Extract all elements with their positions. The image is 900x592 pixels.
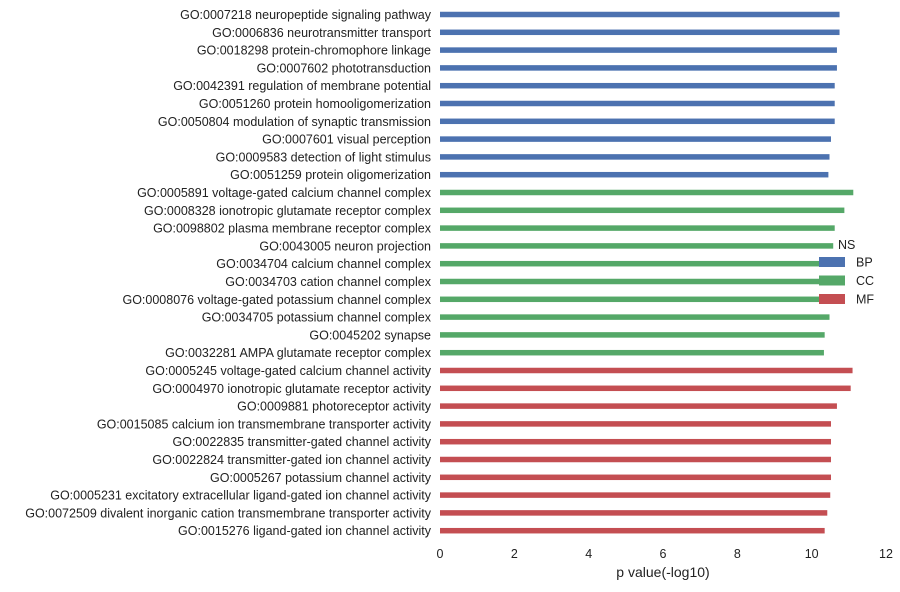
bar — [440, 65, 837, 71]
category-label: GO:0005231 excitatory extracellular liga… — [50, 489, 432, 503]
x-axis: 0 2 4 6 8 10 12 — [437, 547, 893, 561]
category-label: GO:0051259 protein oligomerization — [230, 168, 431, 182]
bar — [440, 456, 831, 463]
legend-title: NS — [838, 238, 855, 252]
bar — [440, 296, 833, 303]
x-tick-label: 6 — [660, 547, 667, 561]
bar — [440, 385, 851, 392]
category-label: GO:0007602 phototransduction — [257, 61, 431, 75]
bar — [440, 492, 831, 498]
bar — [440, 154, 830, 160]
category-label: GO:0045202 synapse — [309, 328, 431, 342]
bar — [440, 278, 833, 285]
bar — [440, 332, 825, 338]
category-label: GO:0005891 voltage-gated calcium channel… — [137, 186, 432, 200]
legend-swatch-mf — [819, 294, 845, 304]
bar — [440, 171, 829, 178]
category-label: GO:0034704 calcium channel complex — [216, 257, 431, 271]
category-label: GO:0009881 photoreceptor activity — [237, 400, 432, 414]
category-label: GO:0034705 potassium channel complex — [202, 311, 432, 325]
category-label: GO:0005245 voltage-gated calcium channel… — [145, 364, 431, 378]
bar — [440, 207, 845, 214]
x-axis-title: p value(-log10) — [616, 564, 709, 580]
category-label: GO:0022824 transmitter-gated ion channel… — [152, 453, 431, 467]
bar — [440, 118, 835, 125]
category-label: GO:0007601 visual perception — [262, 133, 431, 147]
bar — [440, 438, 831, 445]
x-tick-label: 0 — [437, 547, 444, 561]
category-label: GO:0008076 voltage-gated potassium chann… — [122, 293, 431, 307]
bar — [440, 421, 831, 427]
bar — [440, 474, 831, 481]
category-labels-layer: GO:0007218 neuropeptide signaling pathwa… — [25, 8, 432, 538]
category-label: GO:0034703 cation channel complex — [225, 275, 431, 289]
bar — [440, 29, 840, 36]
bar — [440, 314, 830, 320]
category-label: GO:0009583 detection of light stimulus — [216, 150, 431, 164]
bar — [440, 11, 840, 18]
category-label: GO:0022835 transmitter-gated channel act… — [173, 435, 432, 449]
category-label: GO:0005267 potassium channel activity — [210, 471, 432, 485]
category-label: GO:0004970 ionotropic glutamate receptor… — [152, 382, 431, 396]
category-label: GO:0006836 neurotransmitter transport — [212, 26, 431, 40]
bar — [440, 403, 837, 409]
bar — [440, 82, 835, 89]
category-label: GO:0008328 ionotropic glutamate receptor… — [144, 204, 432, 218]
legend-label-cc: CC — [856, 274, 874, 288]
x-tick-label: 12 — [879, 547, 893, 561]
bar — [440, 136, 831, 142]
legend: NS BP CC MF — [819, 238, 874, 307]
x-tick-label: 2 — [511, 547, 518, 561]
category-label: GO:0018298 protein-chromophore linkage — [197, 44, 431, 58]
legend-swatch-bp — [819, 257, 845, 267]
category-label: GO:0042391 regulation of membrane potent… — [173, 79, 431, 93]
category-label: GO:0032281 AMPA glutamate receptor compl… — [165, 346, 432, 360]
bar — [440, 243, 834, 249]
category-label: GO:0015276 ligand-gated ion channel acti… — [178, 524, 432, 538]
category-label: GO:0098802 plasma membrane receptor comp… — [153, 222, 432, 236]
bar — [440, 367, 853, 374]
category-label: GO:0050804 modulation of synaptic transm… — [158, 115, 431, 129]
legend-swatch-cc — [819, 275, 845, 286]
bars-layer — [440, 11, 854, 534]
category-label: GO:0007218 neuropeptide signaling pathwa… — [180, 8, 432, 22]
bar — [440, 527, 825, 534]
bar — [440, 189, 854, 196]
category-label: GO:0072509 divalent inorganic cation tra… — [25, 506, 432, 520]
bar — [440, 100, 835, 107]
category-label: GO:0051260 protein homooligomerization — [199, 97, 431, 111]
bar — [440, 47, 837, 53]
bar — [440, 510, 828, 516]
x-tick-label: 4 — [585, 547, 592, 561]
x-tick-label: 10 — [805, 547, 819, 561]
bar — [440, 225, 835, 231]
bar — [440, 260, 833, 267]
x-tick-label: 8 — [734, 547, 741, 561]
bar — [440, 349, 824, 356]
category-label: GO:0015085 calcium ion transmembrane tra… — [97, 417, 432, 431]
legend-label-mf: MF — [856, 293, 874, 307]
category-label: GO:0043005 neuron projection — [259, 239, 431, 253]
legend-label-bp: BP — [856, 256, 873, 270]
